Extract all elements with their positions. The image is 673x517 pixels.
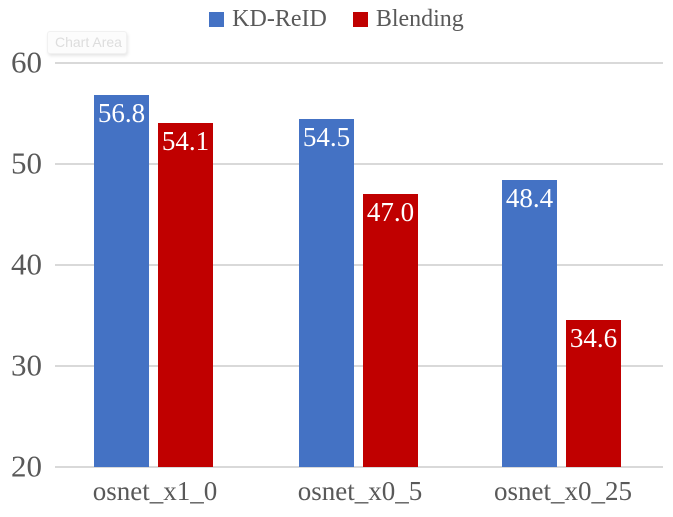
y-tick-label: 40 — [11, 246, 42, 282]
y-tick-label: 20 — [11, 448, 42, 484]
bar-value-label: 56.8 — [97, 98, 146, 128]
bar-value-label: 34.6 — [569, 323, 618, 353]
bar-value-label: 48.4 — [505, 183, 554, 213]
chart-area-tooltip: Chart Area — [47, 31, 127, 54]
bar-value-label: 54.5 — [302, 122, 351, 152]
bar-kd-reid-osnet-x1-0[interactable]: 56.8 — [94, 95, 149, 467]
gridline — [55, 62, 663, 64]
bar-blending-osnet-x0-5[interactable]: 47.0 — [363, 194, 418, 467]
x-category-label-osnet-x0-25: osnet_x0_25 — [494, 476, 632, 506]
legend-item-blending[interactable]: Blending — [352, 6, 464, 33]
y-tick-label: 60 — [11, 44, 42, 80]
bar-blending-osnet-x0-25[interactable]: 34.6 — [566, 320, 621, 467]
y-tick-label: 30 — [11, 347, 42, 383]
bar-kd-reid-osnet-x0-25[interactable]: 48.4 — [502, 180, 557, 467]
gridline — [55, 163, 663, 165]
legend-label: Blending — [375, 6, 464, 32]
legend-swatch-icon — [209, 12, 225, 27]
gridline — [55, 264, 663, 266]
bar-value-label: 54.1 — [161, 126, 210, 156]
legend-label: KD-ReID — [232, 6, 327, 32]
x-category-label-osnet-x1-0: osnet_x1_0 — [92, 476, 218, 506]
x-axis-line — [55, 466, 663, 468]
gridline — [55, 365, 663, 367]
bar-value-label: 47.0 — [366, 197, 415, 227]
chart-legend[interactable]: KD-ReID Blending — [0, 6, 673, 33]
bar-kd-reid-osnet-x0-5[interactable]: 54.5 — [299, 119, 354, 467]
x-category-label-osnet-x0-5: osnet_x0_5 — [297, 476, 423, 506]
legend-item-kd-reid[interactable]: KD-ReID — [209, 6, 327, 33]
y-tick-label: 50 — [11, 145, 42, 181]
legend-swatch-icon — [352, 12, 368, 27]
bar-blending-osnet-x1-0[interactable]: 54.1 — [158, 123, 213, 467]
